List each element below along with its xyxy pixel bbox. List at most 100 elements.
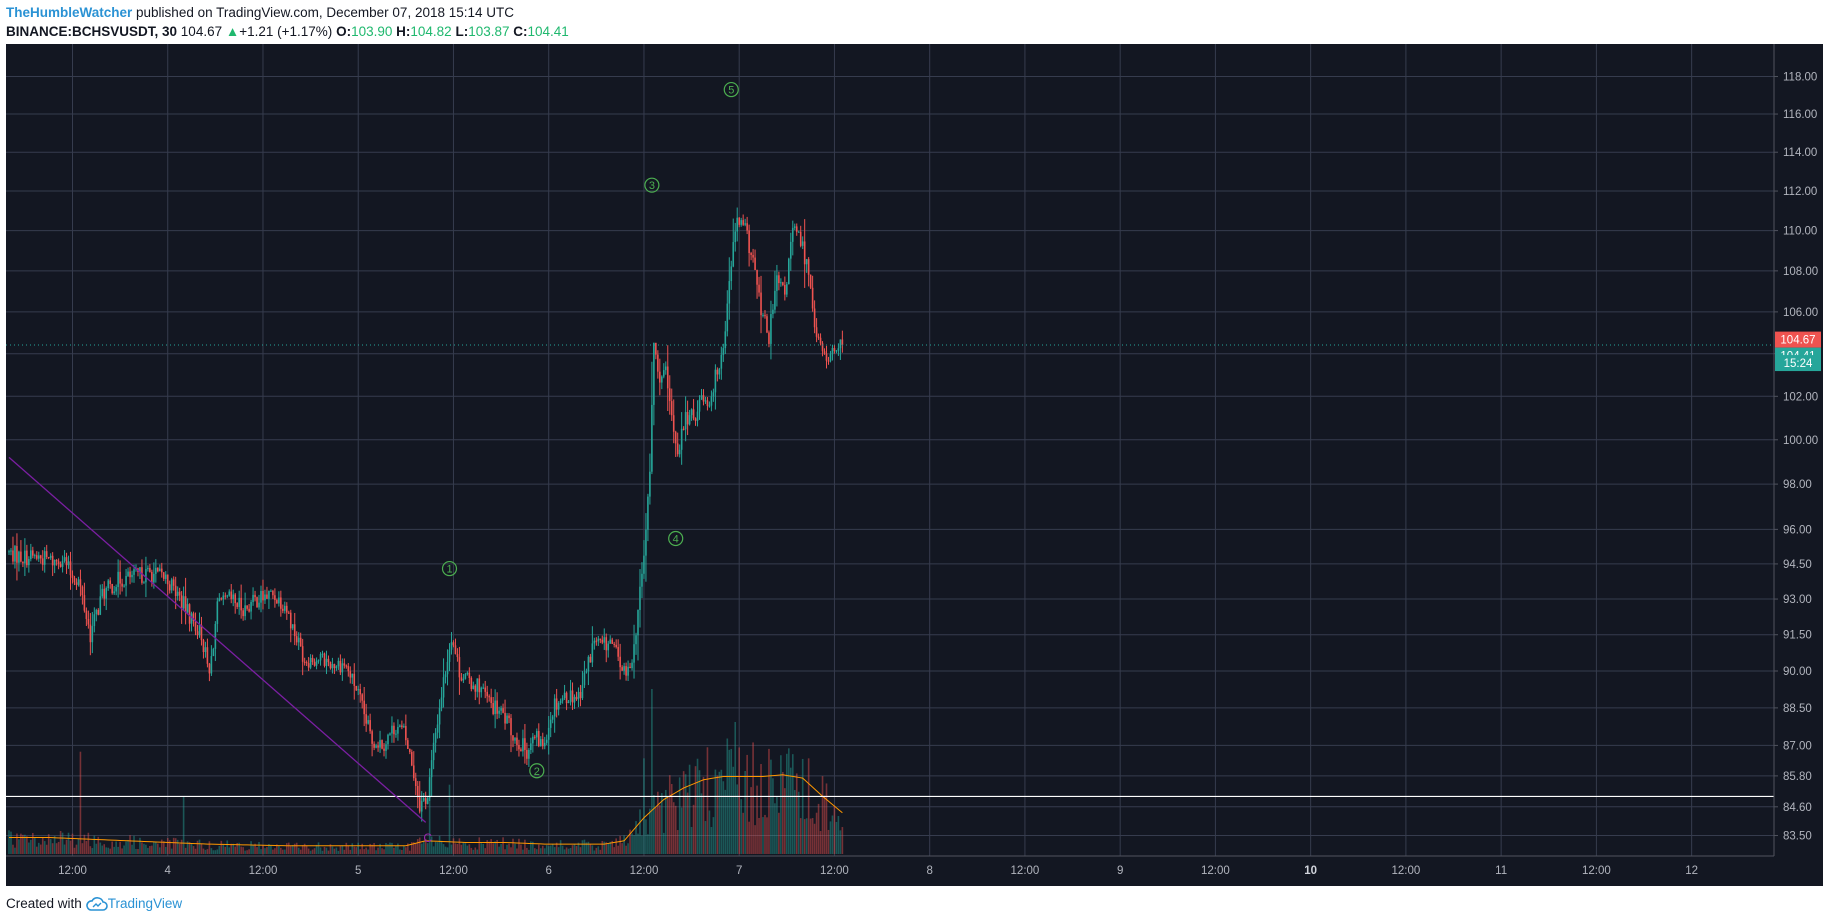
- candle-body: [619, 656, 621, 668]
- volume-bar: [375, 850, 377, 854]
- volume-bar: [730, 748, 733, 854]
- volume-bar: [516, 848, 518, 854]
- candle-body: [153, 573, 155, 583]
- time-tick-label: 12:00: [58, 865, 87, 877]
- candle-body: [133, 569, 135, 575]
- volume-bar: [307, 848, 310, 854]
- volume-bar: [367, 849, 369, 854]
- publish-line: TheHumbleWatcher published on TradingVie…: [6, 3, 569, 22]
- volume-bar: [351, 843, 354, 854]
- candle-body: [418, 797, 421, 812]
- volume-bar: [369, 843, 371, 854]
- volume-bar: [791, 754, 794, 854]
- candle-body: [583, 672, 586, 686]
- tradingview-logo[interactable]: TradingView: [85, 896, 182, 911]
- candle-body: [555, 698, 558, 710]
- volume-bar: [16, 833, 18, 854]
- volume-bar: [603, 841, 606, 854]
- volume-bar: [141, 842, 143, 854]
- candle-body: [327, 658, 330, 663]
- volume-bar: [778, 812, 780, 854]
- candle-body: [343, 663, 346, 666]
- volume-bar: [692, 804, 695, 854]
- candle-body: [339, 660, 342, 673]
- author-link[interactable]: TheHumbleWatcher: [6, 5, 133, 20]
- candle-body: [164, 574, 167, 579]
- volume-bar: [718, 771, 721, 854]
- candle-body: [18, 551, 20, 563]
- candle-body: [813, 308, 816, 328]
- candle-body: [391, 725, 393, 734]
- volume-bar: [577, 842, 580, 854]
- volume-bar: [492, 843, 494, 854]
- volume-bar: [827, 829, 830, 854]
- volume-bar: [365, 847, 367, 854]
- volume-bar: [147, 847, 149, 854]
- volume-bar: [803, 819, 806, 854]
- low-value: 103.87: [468, 24, 510, 39]
- volume-bar: [649, 808, 651, 854]
- chart-canvas[interactable]: 12345C118.00116.00114.00112.00110.00108.…: [6, 44, 1823, 886]
- candle-body: [272, 590, 274, 596]
- high-label: H:: [396, 24, 411, 39]
- close-label: C:: [513, 24, 528, 39]
- volume-bar: [109, 848, 111, 854]
- volume-bar: [456, 843, 459, 854]
- candle-body: [192, 613, 195, 622]
- volume-bar: [172, 837, 175, 854]
- volume-bar: [37, 842, 40, 854]
- candle-body: [585, 671, 588, 673]
- candle-body: [307, 663, 310, 668]
- candle-body: [716, 369, 719, 375]
- candle-body: [14, 546, 16, 562]
- candle-body: [77, 579, 80, 585]
- volume-bar: [684, 774, 687, 854]
- chart-pane[interactable]: 1 2 3 4 5 C 118.00 116.00 114.00 112.00 110.00 108.…: [6, 44, 1823, 886]
- volume-bar: [224, 846, 227, 854]
- volume-bar: [797, 791, 800, 854]
- volume-bar: [381, 848, 383, 854]
- volume-bar: [567, 848, 570, 854]
- volume-bar: [45, 844, 48, 854]
- volume-bar: [357, 842, 360, 854]
- price-tick-label: 90.00: [1783, 666, 1812, 678]
- volume-bar: [593, 850, 596, 854]
- candle-body: [748, 230, 750, 254]
- volume-bar: [811, 818, 814, 854]
- candle-body: [613, 643, 615, 645]
- volume-bar: [742, 812, 744, 854]
- time-tick-label: 8: [926, 865, 932, 877]
- volume-bar: [212, 850, 215, 854]
- volume-bar: [105, 847, 108, 854]
- candle-body: [113, 591, 115, 594]
- volume-bar: [49, 839, 52, 854]
- volume-bar: [91, 848, 94, 854]
- candle-body: [795, 226, 798, 232]
- volume-bar: [776, 796, 778, 854]
- candle-body: [93, 614, 96, 627]
- volume-bar: [192, 846, 195, 854]
- candle-body: [476, 678, 479, 692]
- volume-bar: [248, 849, 250, 854]
- volume-bar: [361, 843, 363, 854]
- volume-bar: [537, 844, 540, 854]
- time-tick-label: 12:00: [1201, 865, 1230, 877]
- candle-body: [472, 685, 475, 689]
- volume-bar: [222, 844, 225, 854]
- time-tick-label: 12:00: [630, 865, 659, 877]
- volume-bar: [670, 784, 673, 854]
- volume-bar: [373, 842, 375, 854]
- candle-body: [714, 369, 717, 393]
- volume-bar: [432, 846, 435, 854]
- volume-bar: [599, 849, 602, 854]
- volume-bar: [760, 764, 762, 854]
- candle-body: [41, 558, 44, 565]
- volume-bar: [788, 748, 790, 854]
- candle-body: [819, 337, 822, 344]
- candle-body: [603, 637, 606, 643]
- volume-bar: [833, 805, 836, 854]
- candle-body: [218, 598, 221, 602]
- volume-bar: [79, 751, 82, 854]
- volume-bar: [545, 845, 548, 854]
- volume-bar: [720, 769, 723, 854]
